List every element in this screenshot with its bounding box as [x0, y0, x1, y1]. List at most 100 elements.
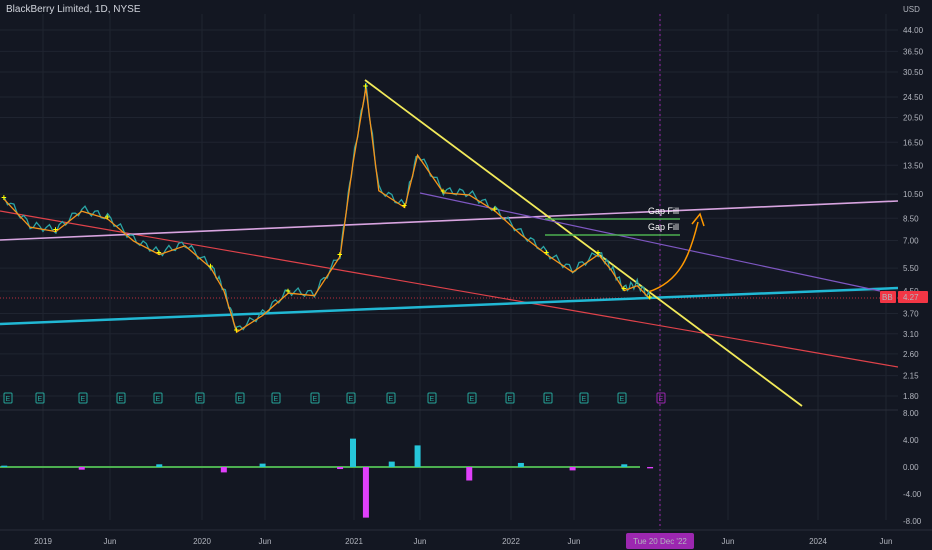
price-tick-14: 2.60	[903, 350, 919, 359]
earnings-marker-15: E	[582, 396, 587, 403]
earnings-marker-16: E	[620, 396, 625, 403]
symbol-badge-bg	[880, 291, 896, 303]
time-label-11: Jun	[880, 537, 893, 546]
cyan-support-line	[0, 286, 899, 326]
earnings-marker-box-5	[195, 392, 205, 404]
signal-marker-8: +	[208, 261, 213, 271]
signal-marker-10: +	[234, 325, 239, 335]
earnings-marker-2: E	[81, 396, 86, 403]
time-axis[interactable]: 2019 Jun 2020 Jun 2021 Jun 2022 Jun Tue 20 Dec '…	[0, 529, 932, 549]
oscillator-bar-10	[466, 467, 473, 481]
purple-trendline	[419, 192, 881, 292]
time-label-crosshair: Tue 20 Dec '22	[633, 537, 687, 546]
oscillator-bar-13	[621, 464, 628, 467]
earnings-marker-box-11	[427, 392, 437, 404]
osc-tick-4: -8.00	[903, 517, 922, 526]
signal-marker-14: +	[337, 249, 342, 259]
crosshair-date-bg	[626, 533, 694, 549]
osc-tick-1: 4.00	[903, 436, 919, 445]
price-tick-13: 3.10	[903, 330, 919, 339]
earnings-marker-6: E	[238, 396, 243, 403]
oscillator-bar-12	[569, 467, 576, 471]
earnings-marker-4: E	[156, 396, 161, 403]
oscillator-bar-9	[414, 445, 421, 467]
earnings-marker-box-9	[346, 392, 356, 404]
oscillator-bar-7	[362, 467, 369, 518]
time-label-4: 2021	[345, 537, 363, 546]
oscillator-bar-14	[647, 467, 654, 469]
price-tick-0: 44.00	[903, 26, 924, 35]
trendlines	[0, 79, 899, 407]
signal-marker-24: +	[544, 248, 549, 258]
earnings-marker-box-13	[505, 392, 515, 404]
yellow-downtrend-line	[364, 79, 803, 407]
time-label-10: 2024	[809, 537, 827, 546]
price-tick-15: 2.15	[903, 372, 919, 381]
earnings-marker-3: E	[119, 396, 124, 403]
price-axis[interactable]: USD 44.00 36.50 30.50 24.50 20.50 16.50 13.50 10…	[880, 0, 932, 550]
signal-marker-30: +	[647, 292, 652, 302]
signal-marker-20: +	[440, 186, 445, 196]
last-price-badge: 4.27	[903, 293, 919, 302]
red-resistance-line	[0, 210, 899, 368]
gap-fill-label-2: Gap Fill	[648, 222, 679, 232]
earnings-marker-5: E	[198, 396, 203, 403]
currency-label: USD	[903, 5, 920, 14]
signal-marker-28: +	[621, 284, 626, 294]
earnings-marker-box-3	[116, 392, 126, 404]
earnings-marker-box-4	[153, 392, 163, 404]
projection-arrow-head	[691, 212, 705, 227]
time-label-5: Jun	[414, 537, 427, 546]
symbol-badge: BB	[882, 293, 893, 302]
earnings-marker-box-0	[3, 392, 13, 404]
price-tick-9: 7.00	[903, 236, 919, 245]
earnings-marker-11: E	[430, 396, 435, 403]
time-label-2: 2020	[193, 537, 211, 546]
signal-marker-2: +	[53, 225, 58, 235]
earnings-marker-box-16	[617, 392, 627, 404]
signal-marker-4: +	[105, 212, 110, 222]
chart-title: BlackBerry Limited, 1D, NYSE	[6, 4, 141, 15]
signal-marker-12: +	[285, 286, 290, 296]
signal-marker-0: +	[1, 192, 6, 202]
price-tick-8: 8.50	[903, 214, 919, 223]
projection-arrow-curve	[647, 221, 699, 293]
price-tick-12: 3.70	[903, 309, 919, 318]
annotations: Gap Fill Gap Fill	[648, 206, 679, 232]
earnings-marker-14: E	[546, 396, 551, 403]
earnings-marker-box-14	[543, 392, 553, 404]
earnings-marker-13: E	[508, 396, 513, 403]
oscillator-axis[interactable]: 8.00 4.00 0.00 -4.00 -8.00	[903, 409, 922, 526]
earnings-marker-box-6	[235, 392, 245, 404]
grid-lines	[0, 14, 898, 530]
earnings-marker-17: E	[659, 396, 664, 403]
earnings-marker-box-17	[656, 392, 666, 404]
signal-marker-6: +	[156, 248, 161, 258]
signal-marker-18: +	[402, 201, 407, 211]
price-tick-3: 24.50	[903, 93, 924, 102]
earnings-marker-box-7	[271, 392, 281, 404]
time-label-1: Jun	[104, 537, 117, 546]
price-axis-bg	[898, 0, 932, 550]
moving-average-line	[3, 87, 651, 334]
price-tick-16: 1.80	[903, 392, 919, 401]
time-label-6: 2022	[502, 537, 520, 546]
oscillator-bar-8	[388, 461, 395, 467]
oscillator-panel	[0, 438, 654, 518]
oscillator-bar-11	[517, 462, 524, 467]
oscillator-bar-4	[259, 463, 266, 467]
oscillator-bar-1	[78, 467, 85, 470]
oscillator-bar-6	[350, 438, 356, 467]
earnings-marker-10: E	[389, 396, 394, 403]
osc-tick-2: 0.00	[903, 463, 919, 472]
price-tick-1: 36.50	[903, 47, 924, 56]
earnings-marker-7: E	[274, 396, 279, 403]
time-label-7: Jun	[568, 537, 581, 546]
earnings-marker-0: E	[6, 396, 11, 403]
price-tick-5: 16.50	[903, 138, 924, 147]
earnings-marker-box-10	[386, 392, 396, 404]
earnings-marker-1: E	[38, 396, 43, 403]
earnings-marker-box-2	[78, 392, 88, 404]
